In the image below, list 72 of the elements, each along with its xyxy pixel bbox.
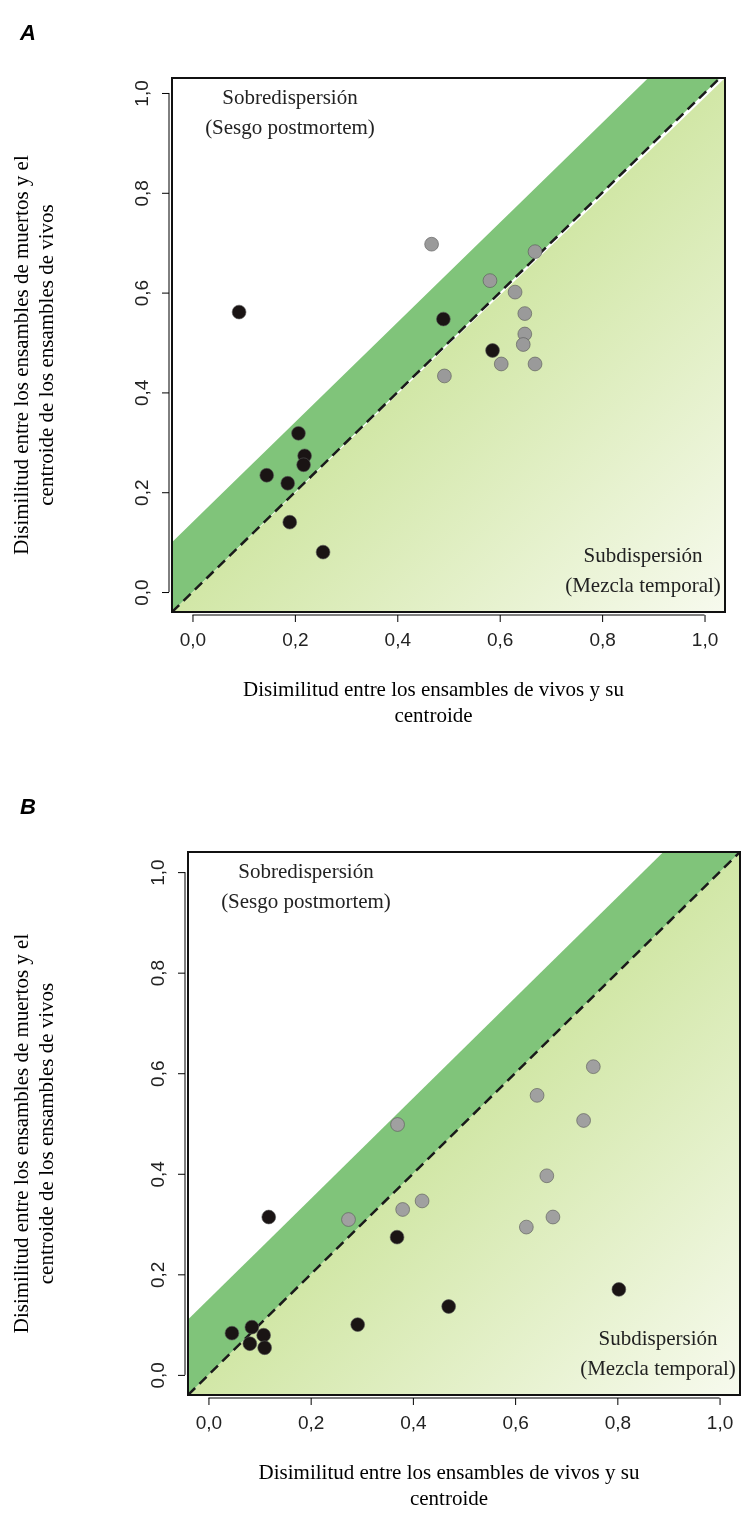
point xyxy=(315,544,331,560)
point xyxy=(482,273,498,288)
point xyxy=(296,457,311,472)
point xyxy=(231,304,247,320)
x-tick-label: 0,0 xyxy=(195,1411,223,1433)
point xyxy=(611,1282,627,1297)
point xyxy=(527,356,543,372)
annotation: Sobredispersión (Sesgo postmortem) xyxy=(205,85,375,139)
x-tick-label: 0,8 xyxy=(604,1411,632,1433)
x-tick-label: 0,8 xyxy=(589,628,616,650)
x-axis-title: Disimilitud entre los ensambles de vivos y su centroide xyxy=(258,1460,640,1511)
x-axis-title: Disimilitud entre los ensambles de vivos y su centroide xyxy=(243,677,625,728)
point xyxy=(527,244,543,259)
annotation: Subdispersión (Mezcla temporal) xyxy=(565,543,721,597)
x-tick-label: 0,6 xyxy=(486,628,514,650)
point xyxy=(390,1117,405,1132)
point xyxy=(350,1317,365,1332)
x-tick-label: 1,0 xyxy=(691,628,719,650)
point xyxy=(436,311,451,327)
y-tick-label: 0,2 xyxy=(130,479,152,506)
y-tick-label: 0,4 xyxy=(130,379,152,407)
point xyxy=(242,1336,258,1351)
y-tick-label: 1,0 xyxy=(130,80,152,107)
point xyxy=(485,343,500,358)
point xyxy=(507,284,523,300)
point xyxy=(291,426,306,441)
point xyxy=(529,1088,545,1103)
y-axis-title: Disimilitud entre los ensambles de muertos y el centroide de los ensambles de vivos xyxy=(9,155,59,555)
point xyxy=(414,1193,430,1209)
y-tick-label: 0,8 xyxy=(146,959,168,987)
x-tick-label: 1,0 xyxy=(706,1411,734,1433)
point xyxy=(224,1325,240,1341)
x-tick-label: 0,0 xyxy=(179,628,207,650)
x-tick-label: 0,4 xyxy=(400,1411,428,1433)
annotation: Sobredispersión (Sesgo postmortem) xyxy=(221,859,391,913)
x-tick-label: 0,2 xyxy=(282,628,309,650)
point xyxy=(576,1113,591,1128)
point xyxy=(516,337,531,352)
point xyxy=(424,236,439,252)
y-tick-label: 1,0 xyxy=(146,859,168,886)
point xyxy=(545,1209,561,1225)
x-tick-label: 0,6 xyxy=(502,1411,529,1433)
chart-title: B xyxy=(20,794,36,819)
y-tick-label: 0,4 xyxy=(146,1160,168,1188)
point xyxy=(341,1212,356,1227)
chart-title: A xyxy=(19,20,36,45)
point xyxy=(256,1327,271,1343)
y-tick-label: 0,6 xyxy=(146,1060,168,1087)
x-tick-label: 0,2 xyxy=(297,1411,325,1433)
annotation: Subdispersión (Mezcla temporal) xyxy=(580,1326,736,1380)
point xyxy=(257,1340,272,1355)
point xyxy=(437,368,452,384)
point xyxy=(539,1168,555,1183)
x-tick-label: 0,4 xyxy=(384,628,412,650)
y-tick-label: 0,0 xyxy=(146,1362,168,1389)
point xyxy=(282,514,297,530)
y-tick-label: 0,0 xyxy=(130,579,152,606)
point xyxy=(259,468,274,483)
point xyxy=(395,1202,410,1217)
point xyxy=(586,1059,601,1074)
y-tick-label: 0,8 xyxy=(130,180,152,207)
y-tick-label: 0,2 xyxy=(146,1261,168,1289)
point xyxy=(261,1209,276,1225)
point xyxy=(517,306,532,321)
point xyxy=(494,356,509,372)
point xyxy=(280,476,295,491)
point xyxy=(441,1299,456,1314)
point xyxy=(244,1319,260,1335)
y-tick-label: 0,6 xyxy=(130,279,152,307)
point xyxy=(519,1219,534,1235)
point xyxy=(389,1229,405,1245)
y-axis-title: Disimilitud entre los ensambles de muertos y el centroide de los ensambles de vivos xyxy=(9,933,59,1334)
